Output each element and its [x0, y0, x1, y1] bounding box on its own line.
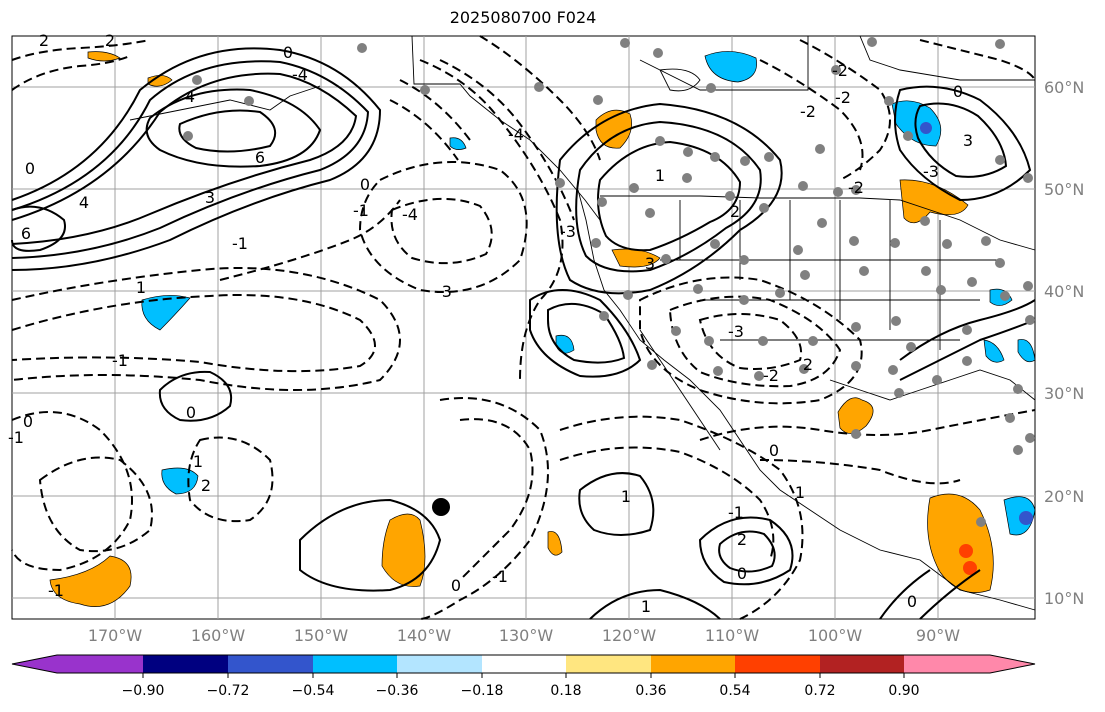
- lon-label: 150°W: [293, 626, 349, 645]
- map-frame: [11, 35, 1036, 620]
- contour-label: -3: [923, 162, 939, 181]
- contour-label: -4: [402, 205, 418, 224]
- colorbar-tick-label: −0.54: [291, 683, 335, 699]
- lon-label: 140°W: [396, 626, 452, 645]
- colorbar-bin: [482, 655, 566, 673]
- contour-label: 1: [641, 597, 651, 616]
- contour-label: 0: [186, 403, 196, 422]
- colorbar-bin: [228, 655, 313, 673]
- colorbar-bin: [57, 655, 143, 673]
- contour-label: 0: [769, 441, 779, 460]
- contour-label: 3: [963, 131, 973, 150]
- lon-label: 90°W: [915, 626, 961, 645]
- colorbar-bin: [820, 655, 904, 673]
- contour-label: 0: [737, 564, 747, 583]
- colorbar-bin: [313, 655, 397, 673]
- contour-label: -2: [763, 366, 779, 385]
- contour-label: 6: [21, 224, 31, 243]
- contour-labels: 0 0 0 0 0 0 0 0 0 0 -1 -1 -1 -1 -1 -1 1 …: [8, 31, 973, 616]
- dark-blue-patches: [920, 122, 1033, 525]
- contour-label: 6: [255, 148, 265, 167]
- lat-label: 60°N: [1044, 78, 1085, 97]
- colorbar-tick-label: −0.90: [121, 683, 165, 699]
- contour-label: 1: [655, 166, 665, 185]
- contour-label: 1: [621, 487, 631, 506]
- lon-label: 120°W: [601, 626, 657, 645]
- colorbar-bin: [651, 655, 735, 673]
- colorbar-bin: [566, 655, 651, 673]
- colorbar: [11, 654, 1036, 678]
- contour-label: -3: [728, 322, 744, 341]
- contour-label: 2: [730, 202, 740, 221]
- contour-label: 2: [105, 31, 115, 50]
- contour-label: 4: [79, 193, 89, 212]
- contour-label: -1: [232, 234, 248, 253]
- positive-contours: [11, 47, 1036, 620]
- colorbar-bin: [143, 655, 228, 673]
- contour-label: -1: [8, 428, 24, 447]
- lat-label: 50°N: [1044, 180, 1085, 199]
- contour-label: -1: [728, 503, 744, 522]
- contour-label: -3: [436, 282, 452, 301]
- contour-label: 0: [25, 159, 35, 178]
- colorbar-bin: [397, 655, 482, 673]
- contour-label: -3: [560, 222, 576, 241]
- negative-contours: [11, 35, 1036, 620]
- contour-label: -1: [492, 567, 508, 586]
- red-patches: [959, 544, 977, 575]
- lon-label: 110°W: [704, 626, 760, 645]
- contour-label: 0: [451, 576, 461, 595]
- lat-label: 40°N: [1044, 282, 1085, 301]
- contour-label: 2: [39, 31, 49, 50]
- colorbar-tick-label: −0.36: [375, 683, 419, 699]
- colorbar-tick-label: 0.72: [804, 683, 836, 699]
- contour-label: 4: [185, 87, 195, 106]
- contour-label: 0: [360, 175, 370, 194]
- colorbar-tick-label: 0.90: [888, 683, 920, 699]
- contour-label: 3: [645, 254, 655, 273]
- colorbar-tick-label: −0.18: [460, 683, 504, 699]
- contour-label: -2: [835, 88, 851, 107]
- colorbar-bin: [904, 655, 990, 673]
- station-dots: [183, 37, 1035, 527]
- contour-label: 2: [201, 476, 211, 495]
- colorbar-tick-label: 0.54: [719, 683, 751, 699]
- colorbar-tick-label: 0.36: [635, 683, 667, 699]
- lon-label: 170°W: [87, 626, 143, 645]
- contour-label: 1: [136, 278, 146, 297]
- graticule: [12, 36, 1035, 619]
- storm-marker: [432, 498, 450, 516]
- contour-label: 0: [953, 82, 963, 101]
- contour-label: -1: [353, 201, 369, 220]
- contour-label: 0: [23, 412, 33, 431]
- contour-label: -2: [848, 178, 864, 197]
- lon-label: 130°W: [498, 626, 554, 645]
- contour-label: 2: [737, 530, 747, 549]
- colorbar-bin: [735, 655, 820, 673]
- contour-label: -2: [800, 102, 816, 121]
- contour-label: -1: [112, 351, 128, 370]
- contour-label: -4: [508, 125, 524, 144]
- colorbar-extend-max: [990, 655, 1035, 673]
- contour-label: 0: [907, 592, 917, 611]
- lon-label: 100°W: [807, 626, 863, 645]
- contour-label: -2: [832, 61, 848, 80]
- lon-label: 160°W: [190, 626, 246, 645]
- colorbar-extend-min: [12, 655, 57, 673]
- contour-label: 2: [803, 355, 813, 374]
- lat-label: 10°N: [1044, 589, 1085, 608]
- colorbar-tick-label: −0.72: [206, 683, 250, 699]
- contour-label: -1: [48, 581, 64, 600]
- contour-label: -4: [292, 65, 308, 84]
- contour-label: 0: [283, 43, 293, 62]
- lat-label: 30°N: [1044, 384, 1085, 403]
- map-title: 2025080700 F024: [449, 8, 597, 27]
- contour-label: 1: [795, 483, 805, 502]
- contour-label: 3: [205, 188, 215, 207]
- lat-label: 20°N: [1044, 487, 1085, 506]
- contour-label: 1: [193, 452, 203, 471]
- colorbar-tick-label: 0.18: [550, 683, 582, 699]
